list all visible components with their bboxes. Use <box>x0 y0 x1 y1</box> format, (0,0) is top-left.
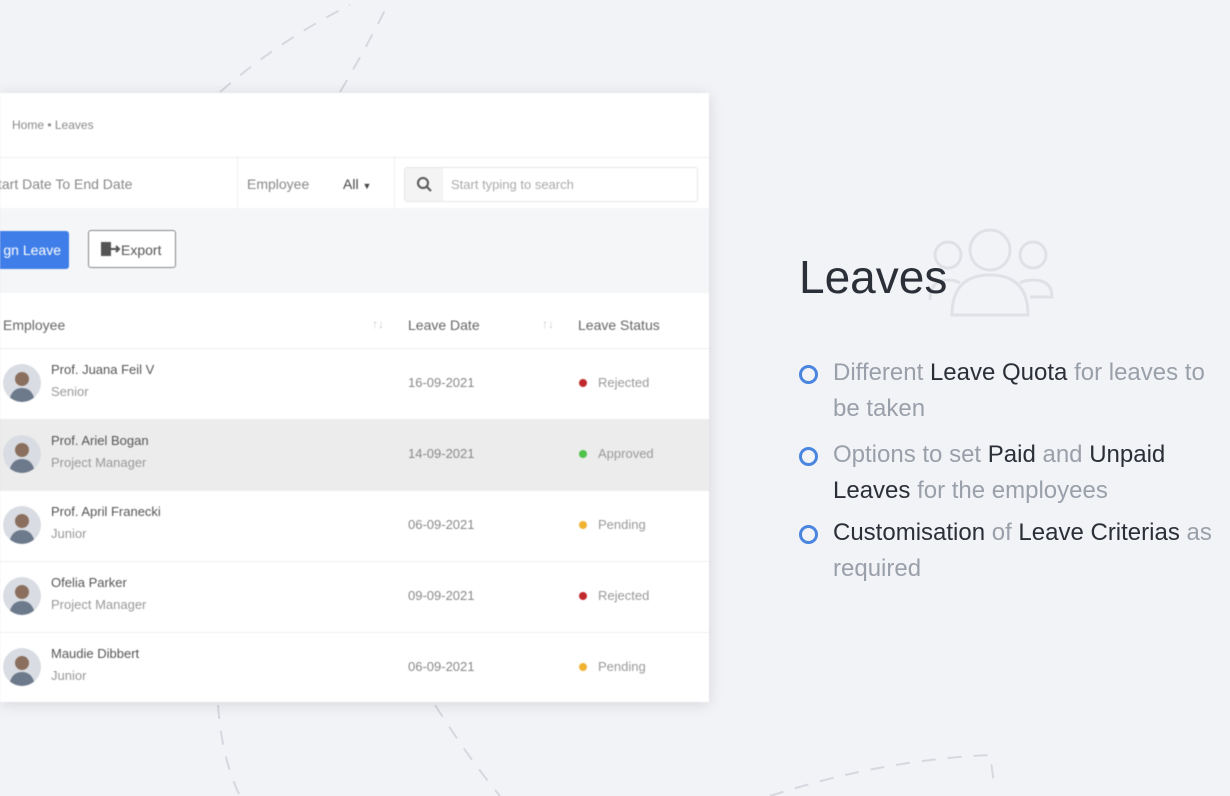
status-dot <box>579 592 587 600</box>
toolbar: gn Leave Export <box>0 208 709 293</box>
feature-highlight: Customisation <box>833 519 986 546</box>
feature-text: for leaves to be taken <box>833 359 1205 422</box>
avatar <box>3 506 41 544</box>
table-header: Employee ↑↓ Leave Date ↑↓ Leave Status <box>0 293 709 349</box>
divider <box>394 158 395 209</box>
feature-item: Customisation of Leave Criterias as requ… <box>833 515 1223 587</box>
employee-role: Senior <box>51 384 89 399</box>
bullet <box>799 525 818 544</box>
table-row[interactable]: Prof. April Franecki Junior 06-09-2021 Pend… <box>0 490 709 562</box>
header-cell[interactable]: Employee <box>3 317 66 333</box>
employee-name: Prof. April Franecki <box>51 504 161 519</box>
feature-text: Options to set <box>833 441 982 468</box>
export-button[interactable]: Export <box>88 230 176 268</box>
employee-select[interactable]: All ▼ <box>343 176 372 192</box>
leave-date: 14-09-2021 <box>408 446 475 461</box>
feature-highlight: Leave Quota <box>929 359 1068 386</box>
employee-name: Maudie Dibbert <box>51 646 140 661</box>
section-title: Leaves <box>799 251 948 303</box>
leave-date: 06-09-2021 <box>408 659 475 674</box>
feature-text: of <box>991 519 1012 546</box>
feature-highlight: Unpaid Leaves <box>833 441 1166 504</box>
sort-icon[interactable]: ↑↓ <box>372 317 384 331</box>
employee-role: Junior <box>51 526 87 541</box>
header-cell[interactable]: Leave Status <box>578 317 660 333</box>
leave-date: 09-09-2021 <box>408 588 475 603</box>
employee-name: Prof. Ariel Bogan <box>51 433 149 448</box>
avatar <box>3 435 41 473</box>
table-row[interactable]: Ofelia Parker Project Manager 09-09-2021 Re… <box>0 561 709 633</box>
leave-status: Rejected <box>598 375 650 390</box>
avatar <box>3 648 41 686</box>
people-icon <box>928 228 1054 317</box>
leave-status: Pending <box>598 659 646 674</box>
employee-name: Ofelia Parker <box>51 575 127 590</box>
feature-highlight: Paid <box>987 441 1036 468</box>
feature-text: for the employees <box>917 477 1108 504</box>
status-dot <box>579 379 587 387</box>
assign-button[interactable]: gn Leave <box>0 231 69 269</box>
leave-status: Pending <box>598 517 646 532</box>
divider <box>237 158 238 209</box>
status-dot <box>579 663 587 671</box>
bullet <box>799 447 818 466</box>
filter-bar: tart Date To End Date Employee All ▼ Sta… <box>0 157 709 210</box>
avatar <box>3 577 41 615</box>
table-row[interactable]: Prof. Ariel Bogan Project Manager 14-09-20… <box>0 419 709 491</box>
feature-text: as required <box>833 519 1212 582</box>
leave-date: 06-09-2021 <box>408 517 475 532</box>
feature-text: Different <box>833 359 924 386</box>
sort-icon[interactable]: ↑↓ <box>542 317 554 331</box>
employee-role: Project Manager <box>51 597 147 612</box>
feature-text: and <box>1042 441 1083 468</box>
leave-status: Approved <box>598 446 654 461</box>
status-dot <box>579 450 587 458</box>
leave-status: Rejected <box>598 588 650 603</box>
avatar <box>3 364 41 402</box>
search-box[interactable]: Start typing to search <box>404 167 698 202</box>
export-label: Export <box>121 242 162 258</box>
breadcrumb: Home • Leaves <box>12 118 94 132</box>
leave-date: 16-09-2021 <box>408 375 475 390</box>
search-placeholder: Start typing to search <box>451 177 574 192</box>
table-row[interactable]: Prof. Juana Feil V Senior 16-09-2021 Reject… <box>0 348 709 420</box>
bullet <box>799 365 818 384</box>
status-dot <box>579 521 587 529</box>
employee-value: All <box>343 176 359 192</box>
employee-label: Employee <box>247 176 310 192</box>
date-filter[interactable]: tart Date To End Date <box>0 176 133 192</box>
leaves-panel: Home • Leaves tart Date To End Date Empl… <box>0 93 709 702</box>
employee-role: Project Manager <box>51 455 147 470</box>
feature-item: Different Leave Quota for leaves to be t… <box>833 355 1223 427</box>
feature-highlight: Leave Criterias <box>1018 519 1180 546</box>
search-icon <box>405 168 443 201</box>
employee-name: Prof. Juana Feil V <box>51 362 155 377</box>
feature-item: Options to set Paid and Unpaid Leaves fo… <box>833 437 1223 509</box>
table-row[interactable]: Maudie Dibbert Junior 06-09-2021 Pending <box>0 632 709 702</box>
header-cell[interactable]: Leave Date <box>408 317 480 333</box>
employee-role: Junior <box>51 668 87 683</box>
